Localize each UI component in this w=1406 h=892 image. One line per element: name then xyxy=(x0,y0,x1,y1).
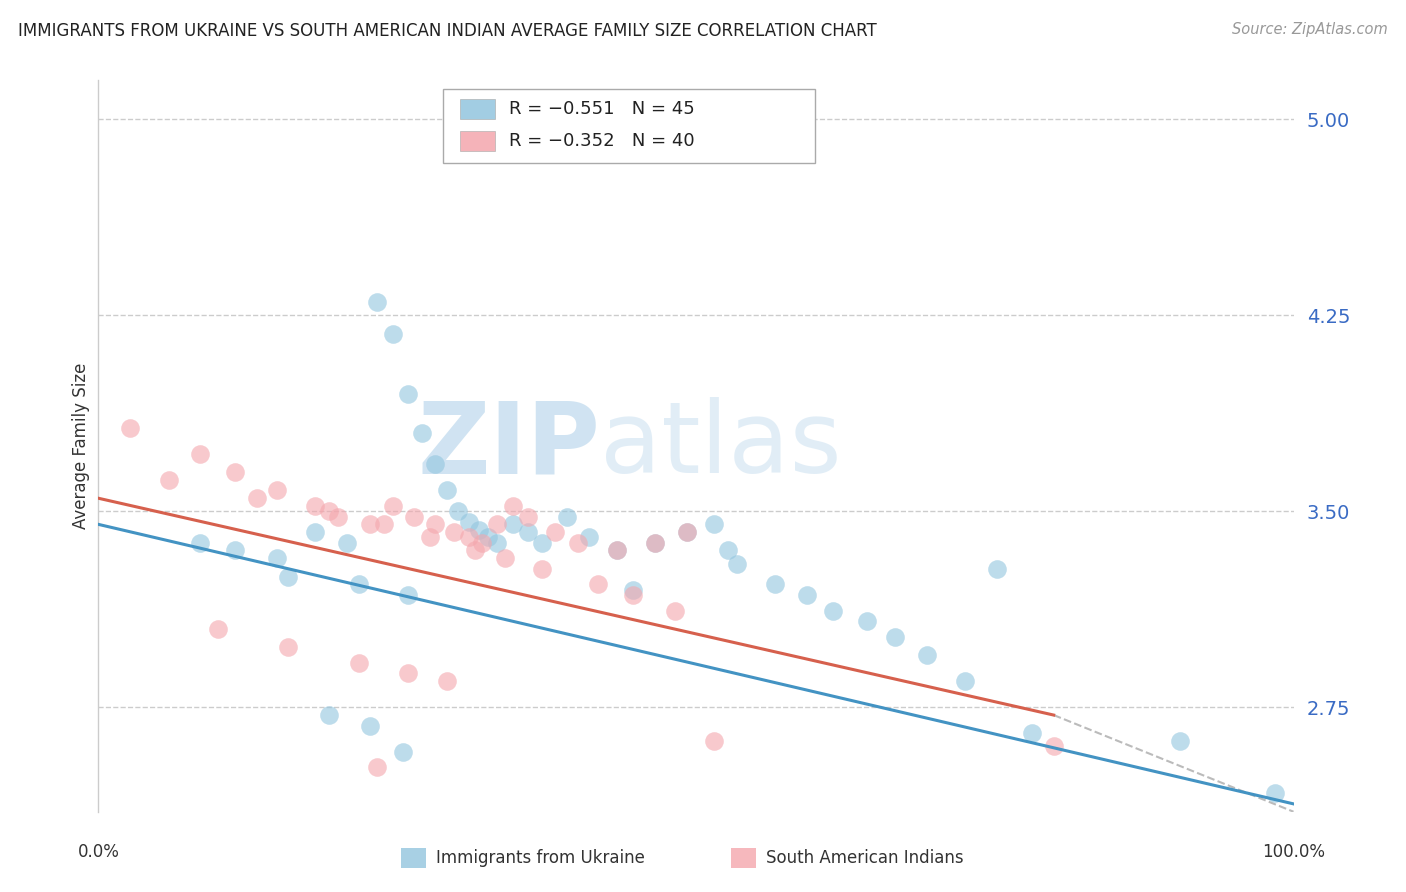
Point xyxy=(517,509,540,524)
Text: ZIP: ZIP xyxy=(418,398,600,494)
Point xyxy=(396,588,419,602)
Point xyxy=(188,447,211,461)
Point xyxy=(118,421,141,435)
Point xyxy=(676,525,699,540)
Text: 100.0%: 100.0% xyxy=(1263,843,1324,861)
Y-axis label: Average Family Size: Average Family Size xyxy=(72,363,90,529)
Point xyxy=(423,517,446,532)
Point xyxy=(531,535,554,549)
Point xyxy=(266,483,288,498)
Point xyxy=(471,535,494,549)
Point xyxy=(915,648,938,662)
Point xyxy=(485,517,508,532)
Point xyxy=(606,543,628,558)
Point xyxy=(725,557,748,571)
Point xyxy=(396,386,419,401)
Point xyxy=(702,734,724,748)
Point xyxy=(347,577,370,591)
Point xyxy=(884,630,907,644)
Point xyxy=(157,473,180,487)
Point xyxy=(436,674,458,689)
Point xyxy=(224,465,246,479)
Point xyxy=(188,535,211,549)
Point xyxy=(494,551,516,566)
Point xyxy=(502,499,524,513)
Point xyxy=(207,622,229,636)
Point xyxy=(318,504,340,518)
Point xyxy=(621,588,644,602)
Point xyxy=(578,531,600,545)
Point xyxy=(1021,726,1043,740)
Point xyxy=(606,543,628,558)
Point xyxy=(277,569,299,583)
Point xyxy=(246,491,269,506)
Point xyxy=(567,535,589,549)
Text: 0.0%: 0.0% xyxy=(77,843,120,861)
Point xyxy=(304,499,326,513)
Point xyxy=(359,718,381,732)
Text: atlas: atlas xyxy=(600,398,842,494)
Point xyxy=(382,326,405,341)
Text: R = −0.551   N = 45: R = −0.551 N = 45 xyxy=(509,100,695,118)
Point xyxy=(517,525,540,540)
Point xyxy=(823,604,845,618)
Point xyxy=(644,535,666,549)
Point xyxy=(702,517,724,532)
Point xyxy=(986,562,1008,576)
Point xyxy=(717,543,740,558)
Point xyxy=(382,499,405,513)
Point xyxy=(544,525,567,540)
Point xyxy=(304,525,326,540)
Point xyxy=(347,656,370,670)
Point xyxy=(266,551,288,566)
Point xyxy=(531,562,554,576)
Point xyxy=(366,760,388,774)
Point xyxy=(1042,739,1064,754)
Point xyxy=(411,425,433,440)
Point xyxy=(359,517,381,532)
Point xyxy=(366,295,388,310)
Point xyxy=(457,531,479,545)
Point xyxy=(664,604,686,618)
Text: Immigrants from Ukraine: Immigrants from Ukraine xyxy=(436,849,645,867)
Point xyxy=(856,614,879,628)
Point xyxy=(621,582,644,597)
Point xyxy=(436,483,458,498)
Point xyxy=(447,504,470,518)
Point xyxy=(443,525,465,540)
Point xyxy=(336,535,359,549)
Point xyxy=(404,509,426,524)
Point xyxy=(796,588,818,602)
Text: Source: ZipAtlas.com: Source: ZipAtlas.com xyxy=(1232,22,1388,37)
Point xyxy=(502,517,524,532)
Point xyxy=(391,745,413,759)
Point xyxy=(555,509,578,524)
Point xyxy=(224,543,246,558)
Point xyxy=(676,525,699,540)
Text: South American Indians: South American Indians xyxy=(766,849,965,867)
Point xyxy=(955,674,977,689)
Text: R = −0.352   N = 40: R = −0.352 N = 40 xyxy=(509,132,695,150)
Point xyxy=(328,509,350,524)
Point xyxy=(457,515,479,529)
Point xyxy=(485,535,508,549)
Point xyxy=(464,543,486,558)
Point xyxy=(763,577,786,591)
Point xyxy=(477,531,499,545)
Point xyxy=(423,458,446,472)
Point xyxy=(277,640,299,655)
Point xyxy=(588,577,610,591)
Point xyxy=(467,523,489,537)
Point xyxy=(644,535,666,549)
Point xyxy=(1264,787,1286,801)
Point xyxy=(396,666,419,681)
Point xyxy=(419,531,441,545)
Text: IMMIGRANTS FROM UKRAINE VS SOUTH AMERICAN INDIAN AVERAGE FAMILY SIZE CORRELATION: IMMIGRANTS FROM UKRAINE VS SOUTH AMERICA… xyxy=(18,22,877,40)
Point xyxy=(373,517,395,532)
Point xyxy=(1170,734,1192,748)
Point xyxy=(318,708,340,723)
